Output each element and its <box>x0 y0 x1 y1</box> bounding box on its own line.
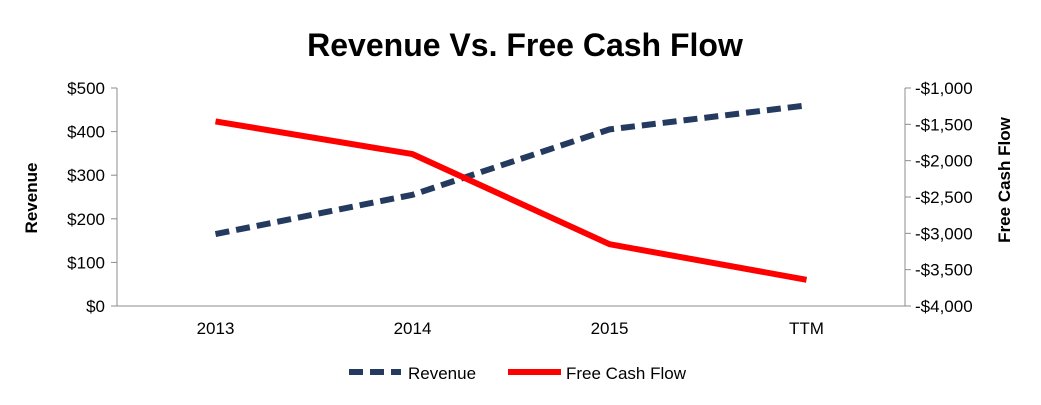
x-tick-label: 2013 <box>197 319 235 338</box>
right-axis-title: Free Cash Flow <box>995 116 1014 242</box>
x-tick-label: TTM <box>789 319 824 338</box>
left-tick-label: $500 <box>67 79 105 98</box>
left-axis-ticks: $0 $100 $200 $300 $400 $500 <box>67 79 117 316</box>
right-tick-label: -$4,000 <box>915 297 973 316</box>
left-tick-label: $400 <box>67 123 105 142</box>
right-tick-label: -$2,000 <box>915 152 973 171</box>
series-layer <box>214 102 808 283</box>
right-tick-label: -$1,000 <box>915 79 973 98</box>
legend-revenue-label: Revenue <box>408 364 476 383</box>
left-tick-label: $300 <box>67 166 105 185</box>
legend-fcf-label: Free Cash Flow <box>566 364 687 383</box>
left-tick-label: $0 <box>86 297 105 316</box>
left-tick-label: $200 <box>67 210 105 229</box>
right-axis-ticks: -$4,000 -$3,500 -$3,000 -$2,500 -$2,000 -$1,5… <box>905 79 973 316</box>
x-tick-label: 2014 <box>394 319 432 338</box>
legend: Revenue Free Cash Flow <box>349 364 687 383</box>
chart-title: Revenue Vs. Free Cash Flow <box>307 27 743 63</box>
x-tick-label: 2015 <box>591 319 629 338</box>
right-tick-label: -$3,000 <box>915 224 973 243</box>
series-line-free-cash-flow <box>215 118 808 283</box>
left-tick-label: $100 <box>67 253 105 272</box>
x-axis-ticks: 2013 2014 2015 TTM <box>197 319 824 338</box>
right-tick-label: -$1,500 <box>915 115 973 134</box>
series-line-revenue <box>214 102 807 238</box>
right-tick-label: -$3,500 <box>915 261 973 280</box>
right-tick-label: -$2,500 <box>915 188 973 207</box>
left-axis-title: Revenue <box>22 163 41 234</box>
